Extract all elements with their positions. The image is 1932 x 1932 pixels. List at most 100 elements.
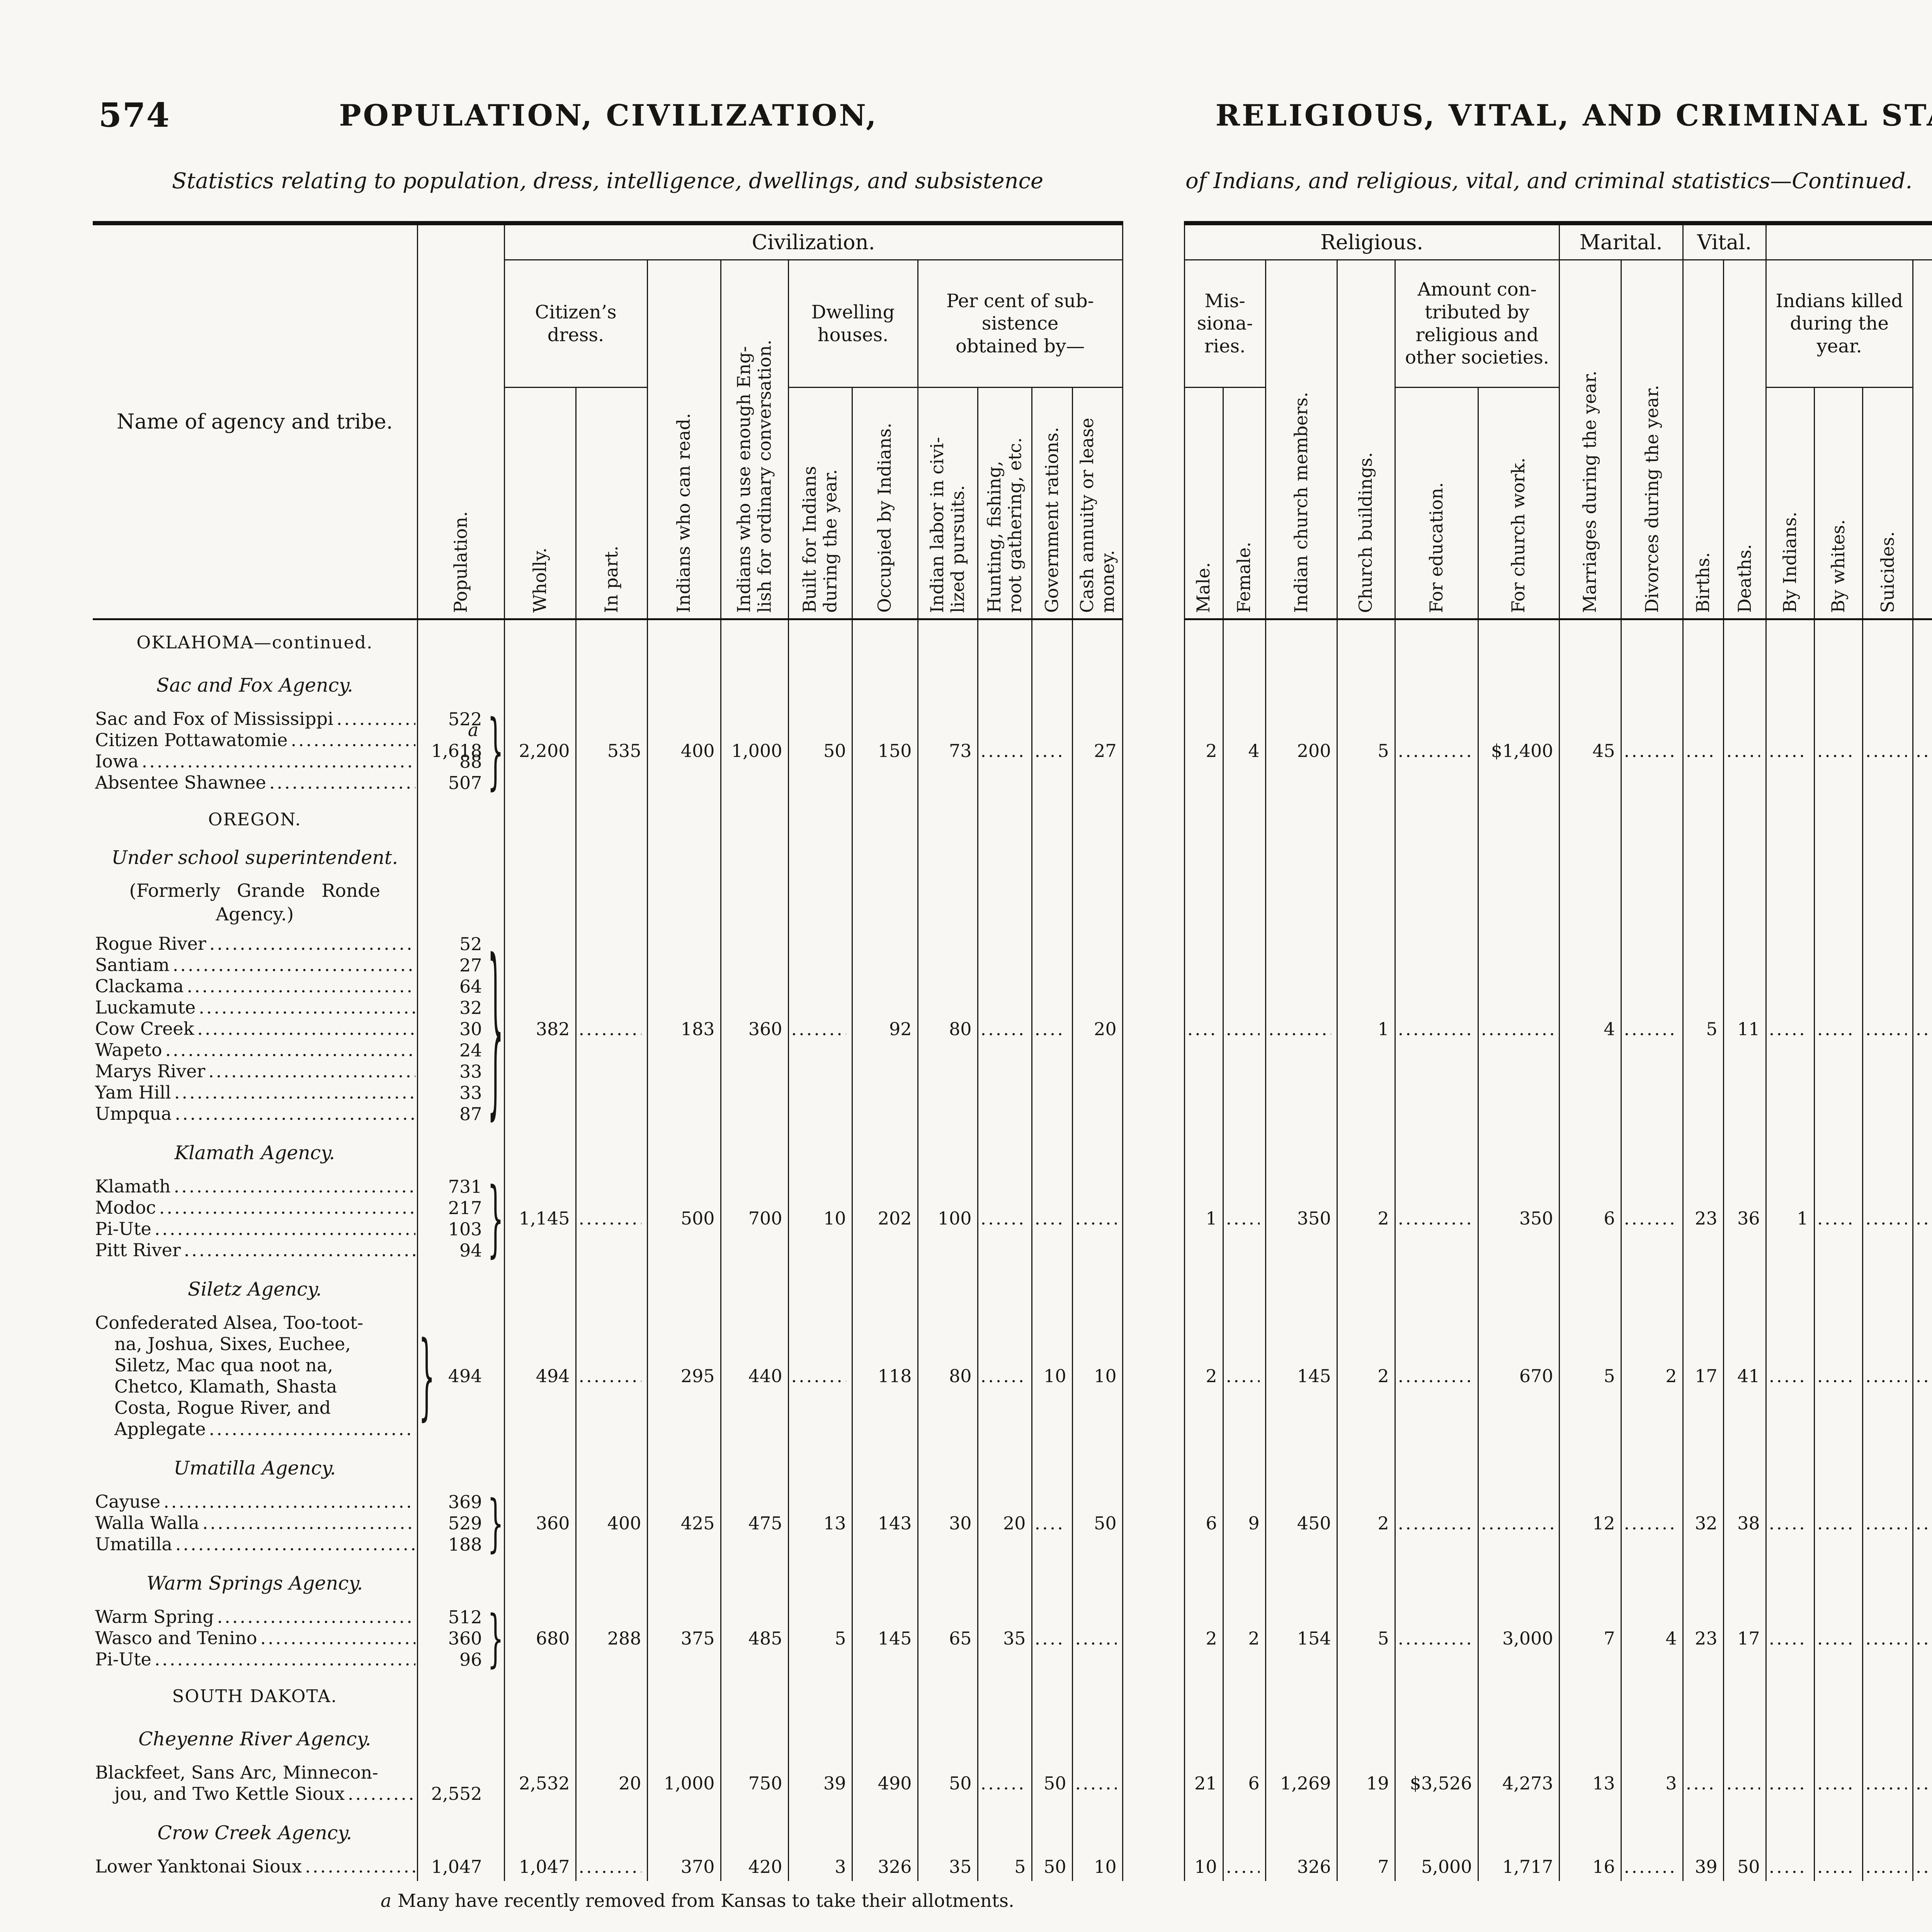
data-cell <box>1336 1808 1395 1852</box>
tribe-name: Wapeto <box>95 1039 162 1061</box>
data-cell <box>1765 1128 1815 1172</box>
tribe-name-line: Wapeto..................................… <box>95 1039 415 1061</box>
data-cell: 11 <box>1723 929 1766 1129</box>
data-cell <box>1682 797 1724 838</box>
population-cell <box>417 1265 504 1309</box>
data-cell: 3 <box>787 1852 852 1881</box>
data-cell: 39 <box>1682 1852 1724 1881</box>
data-cell <box>503 1128 576 1172</box>
tribe-name-line: Iowa....................................… <box>95 751 415 772</box>
data-cell <box>787 1128 852 1172</box>
tribe-name-line: Applegate...............................… <box>95 1418 415 1440</box>
blank-dots: .......................... <box>578 1018 641 1039</box>
data-cell: .......................... <box>1912 1172 1932 1265</box>
cell-value: 2,200 <box>519 740 570 761</box>
data-cell: 2 <box>1184 1308 1223 1444</box>
tribe-name-line: Umpqua..................................… <box>95 1103 415 1124</box>
population-value: 64 <box>418 976 482 997</box>
data-cell: 425 <box>646 1487 721 1559</box>
tribe-data-row: Confederated Alsea, Too-toot-na, Joshua,… <box>93 1308 1932 1444</box>
data-cell <box>917 1714 978 1759</box>
cell-value: 5,000 <box>1421 1856 1472 1877</box>
population-cell: 52 27 64 32 30 24 33 33 87} <box>417 920 504 1137</box>
blank-dots: .......................... <box>980 1366 1026 1387</box>
cell-value: 1,047 <box>519 1856 570 1877</box>
data-cell <box>1031 797 1072 838</box>
tribe-name-line: Clackama................................… <box>95 976 415 997</box>
group-header-amount-contributed: Amount con- tributed by religious and ot… <box>1394 260 1560 388</box>
population-value: 32 <box>418 997 482 1018</box>
group-header-subsistence: Per cent of sub- sistence obtained by— <box>917 260 1123 388</box>
data-cell <box>646 797 721 838</box>
data-cell <box>575 1559 647 1603</box>
data-cell <box>1862 1559 1913 1603</box>
data-cell: 6 <box>1558 1172 1621 1265</box>
data-cell: 350 <box>1265 1172 1337 1265</box>
blank-dots: .......................... <box>1398 1018 1472 1039</box>
page-gutter <box>1122 1444 1184 1487</box>
data-cell: .......................... <box>1682 704 1724 797</box>
population-value: 217 <box>418 1197 482 1218</box>
data-cell <box>1184 838 1223 872</box>
grouping-brace: } <box>487 702 504 799</box>
tribe-name: Warm Spring <box>95 1606 214 1628</box>
group-header-civilization: Civilization. <box>503 221 1123 260</box>
data-cell: 2 <box>1336 1487 1395 1559</box>
data-cell <box>646 838 721 872</box>
cell-value: 440 <box>748 1366 782 1387</box>
data-cell: .......................... <box>1184 929 1223 1129</box>
data-cell: .......................... <box>1912 1852 1932 1881</box>
header-leaf-row: Wholly. In part. Built for Indians durin… <box>93 387 1932 619</box>
cell-value: 494 <box>536 1366 570 1387</box>
cell-value: 4,273 <box>1502 1773 1553 1794</box>
data-cell <box>917 1808 978 1852</box>
data-cell <box>977 838 1032 872</box>
data-cell <box>851 872 918 930</box>
data-cell: 50 <box>787 704 852 797</box>
blank-dots: .......................... <box>1915 1512 1932 1534</box>
data-cell: .......................... <box>1682 1758 1724 1809</box>
data-cell: 420 <box>720 1852 788 1881</box>
blank-dots: .......................... <box>1226 1856 1260 1877</box>
data-cell: 36 <box>1723 1172 1766 1265</box>
data-cell: .......................... <box>1477 1487 1560 1559</box>
population-cell: 494} <box>417 1308 504 1444</box>
data-cell <box>1813 1674 1863 1715</box>
data-cell <box>977 797 1032 838</box>
blank-dots: .......................... <box>1769 740 1808 761</box>
data-cell: 2 <box>1336 1172 1395 1265</box>
data-cell: .......................... <box>1222 929 1266 1129</box>
data-cell <box>1477 797 1560 838</box>
data-cell <box>1336 1559 1395 1603</box>
cell-value: 1 <box>1206 1208 1217 1229</box>
cell-value: 217 <box>448 1197 482 1218</box>
cell-value: 73 <box>949 740 972 761</box>
data-cell: .......................... <box>1765 929 1815 1129</box>
data-cell: .......................... <box>1031 1487 1072 1559</box>
data-cell <box>1682 1714 1724 1759</box>
data-cell <box>575 1444 647 1488</box>
data-cell: .......................... <box>575 1172 647 1265</box>
data-cell <box>1765 797 1815 838</box>
data-cell <box>1071 1444 1123 1488</box>
agency-row: Sac and Fox Agency. <box>93 661 1932 704</box>
tribe-name-line: Walla Walla.............................… <box>95 1512 415 1534</box>
tribe-name: Clackama <box>95 976 184 997</box>
population-value: 360 <box>418 1628 482 1649</box>
cell-value: 143 <box>878 1512 912 1534</box>
data-cell: .......................... <box>1862 1758 1913 1809</box>
data-cell <box>787 1265 852 1309</box>
group-header-marital: Marital. <box>1558 221 1683 260</box>
data-cell <box>1184 797 1223 838</box>
data-cell: .......................... <box>1265 929 1337 1129</box>
data-cell: 118 <box>851 1308 918 1444</box>
group-header-citizens-dress: Citizen’s dress. <box>503 260 647 388</box>
data-cell <box>1265 1444 1337 1488</box>
data-cell <box>1222 661 1266 704</box>
cell-value: 20 <box>1003 1512 1026 1534</box>
col-header-by-whites: By whites. <box>1813 387 1863 619</box>
cell-value: 2 <box>1378 1512 1389 1534</box>
data-cell <box>1558 1674 1621 1715</box>
data-cell: 10 <box>787 1172 852 1265</box>
data-cell: 440 <box>720 1308 788 1444</box>
